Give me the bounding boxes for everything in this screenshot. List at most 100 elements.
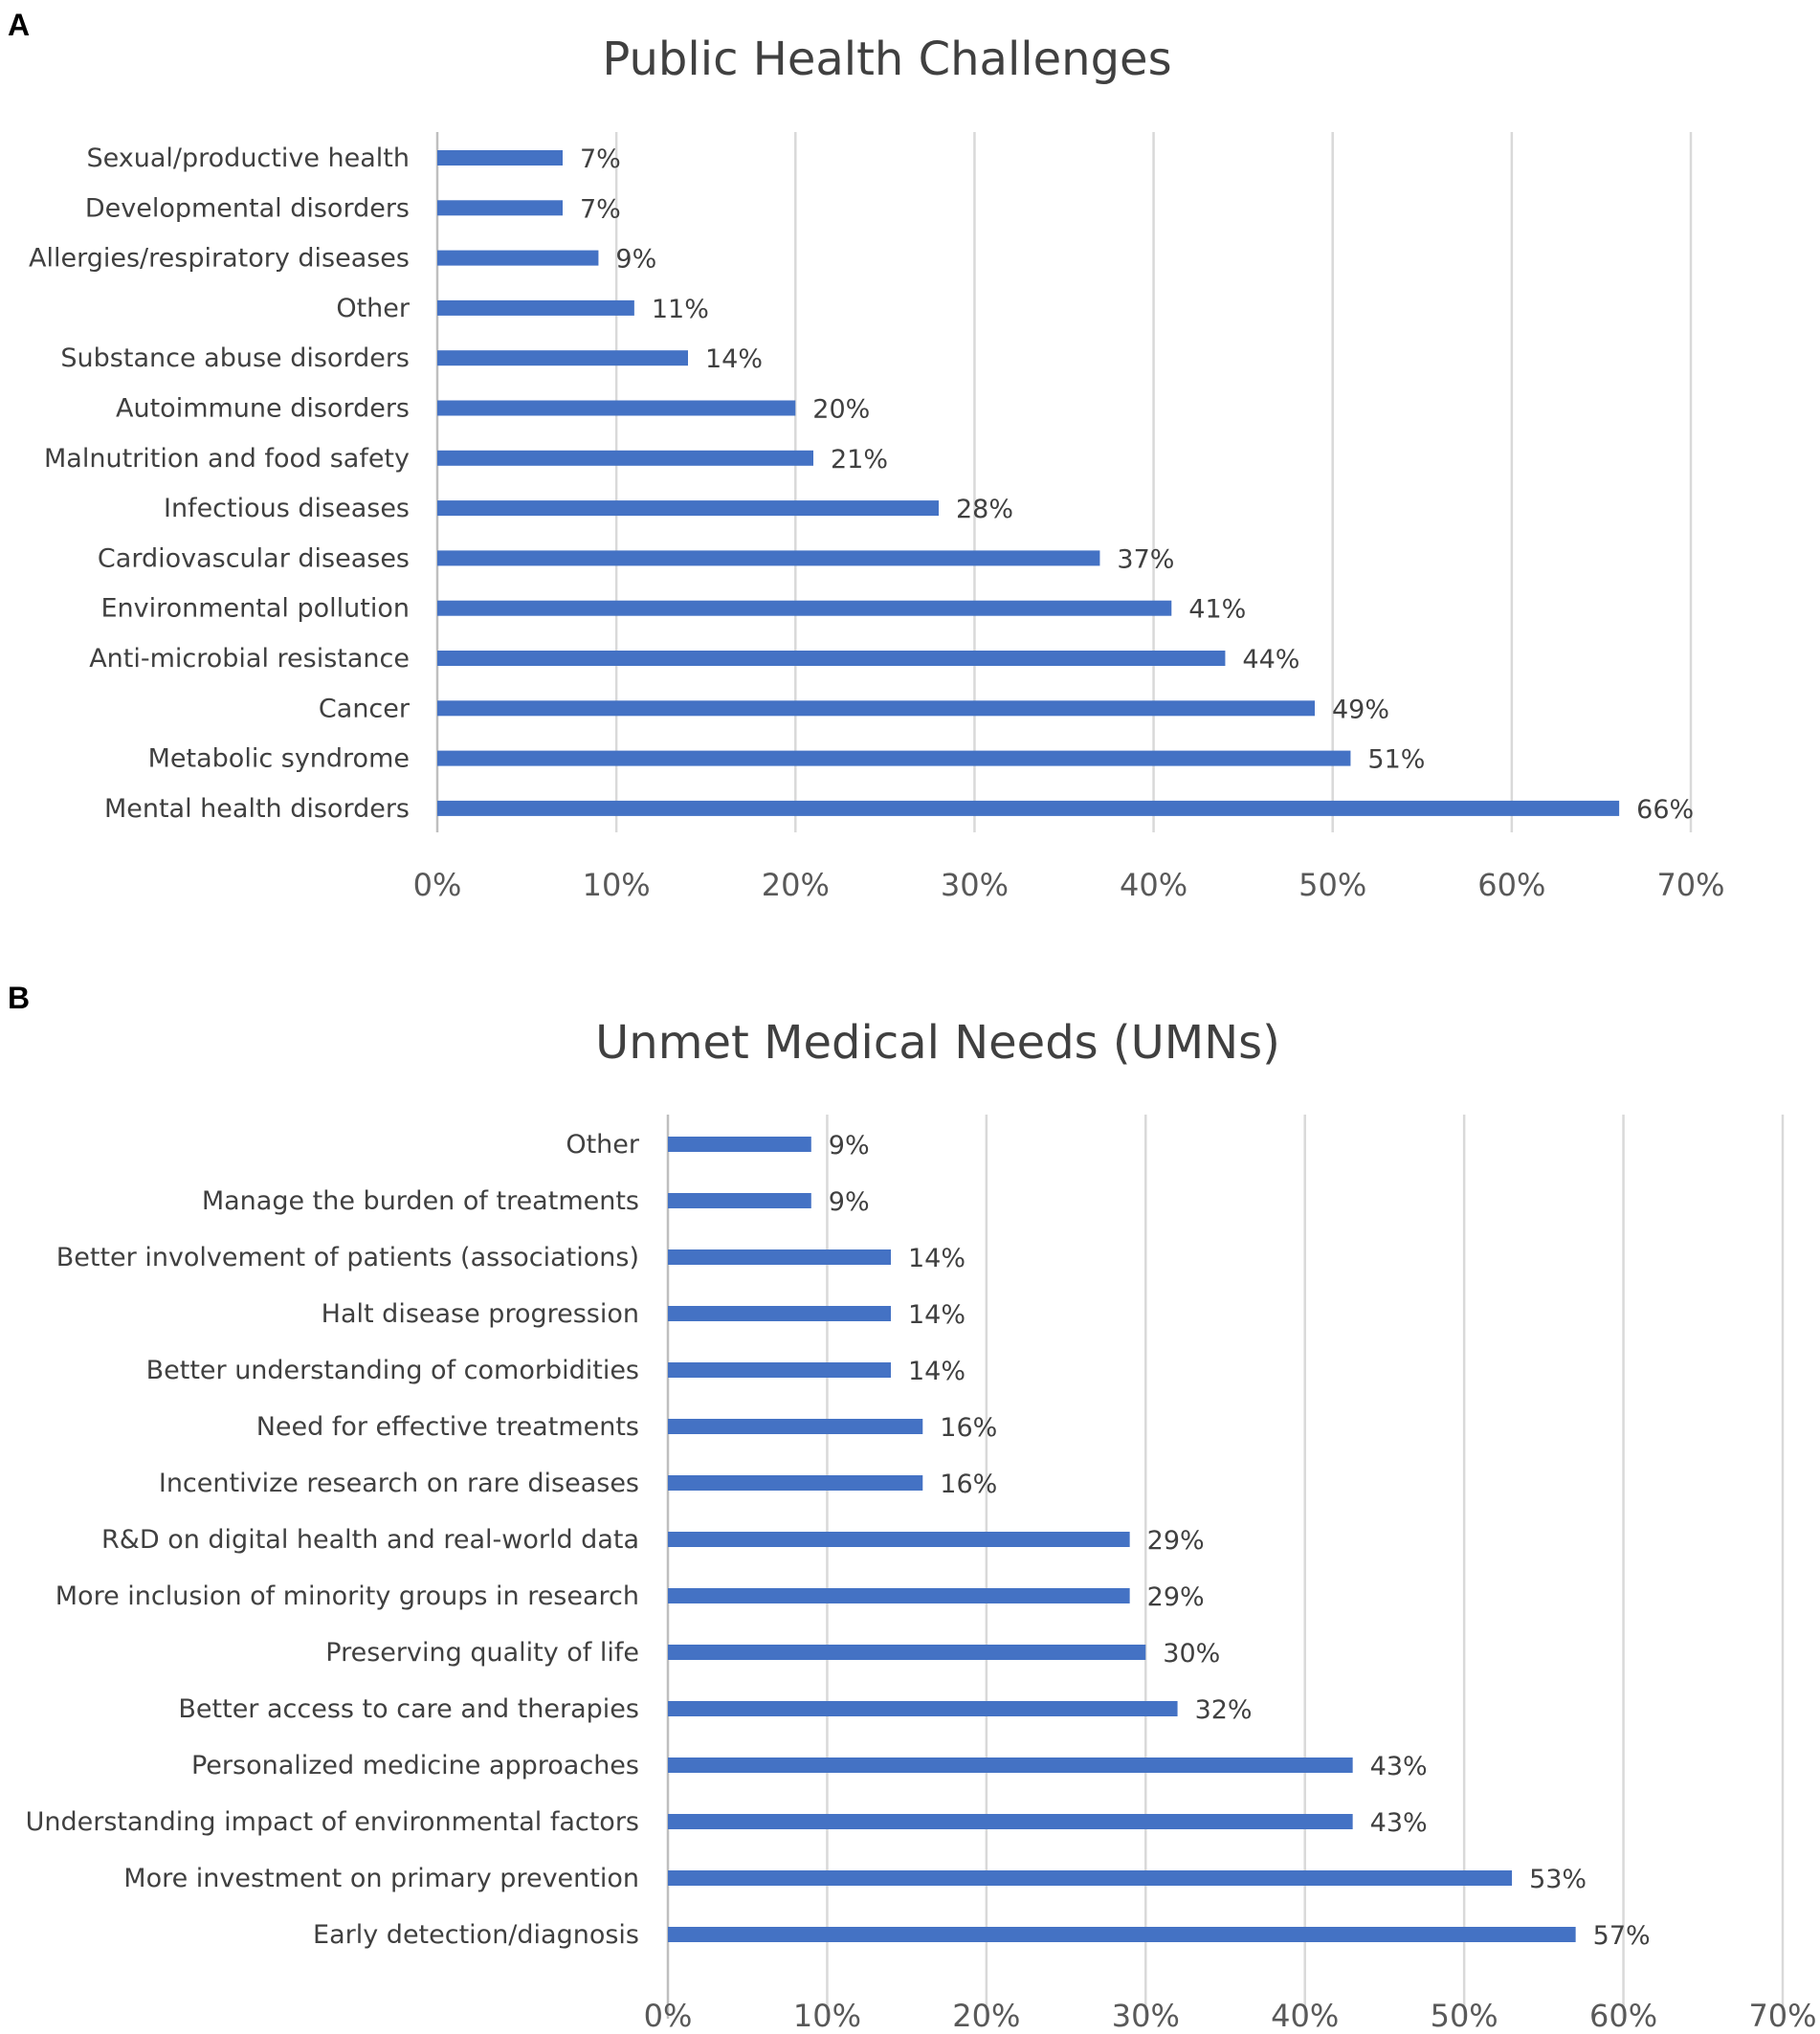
data-label: 9% [829,1131,870,1161]
category-label: Anti-microbial resistance [89,644,410,674]
bar [437,350,688,366]
x-tick-label: 50% [1298,867,1366,903]
category-label: More inclusion of minority groups in res… [55,1581,639,1611]
category-label: Halt disease progression [322,1299,639,1329]
bar [668,1701,1178,1716]
category-label: More investment on primary prevention [123,1864,639,1893]
category-label: Other [336,294,411,323]
bar [437,150,563,166]
x-tick-label: 20% [762,867,830,903]
category-label: Incentivize research on rare diseases [159,1469,639,1498]
category-label: Malnutrition and food safety [44,444,410,474]
bar [437,299,634,316]
bar [668,1532,1130,1547]
data-label: 20% [812,395,870,425]
data-label: 16% [940,1470,997,1499]
x-tick-label: 0% [644,1998,693,2034]
x-tick-label: 20% [952,1998,1020,2034]
category-label: Mental health disorders [104,794,410,824]
x-tick-label: 10% [583,867,651,903]
x-tick-label: 40% [1120,867,1187,903]
data-label: 51% [1367,745,1425,775]
bar [437,700,1315,717]
data-label: 28% [956,495,1013,524]
bar [437,550,1100,566]
category-label: Better understanding of comorbidities [146,1356,639,1385]
x-tick-label: 70% [1748,1998,1816,2034]
bar [437,400,796,416]
data-label: 21% [831,445,888,475]
bar [668,1306,891,1321]
category-label: Better access to care and therapies [178,1694,639,1724]
data-label: 43% [1370,1808,1428,1838]
category-label: Environmental pollution [100,594,410,624]
panel-letter-b: B [8,981,31,1015]
chart-title: Public Health Challenges [602,33,1171,86]
data-label: 11% [652,295,709,324]
bar [437,200,563,216]
category-label: Early detection/diagnosis [313,1920,639,1950]
category-label: R&D on digital health and real-world dat… [101,1525,639,1555]
data-label: 16% [940,1413,997,1443]
bar [437,250,599,266]
x-tick-label: 10% [793,1998,861,2034]
chart-public-health-challenges: Public Health Challenges 0% 10% 20% 30% 40% 50… [29,33,1725,903]
category-label: Substance abuse disorders [60,343,410,373]
category-label: Cancer [319,694,411,723]
category-label: Sexual/productive health [87,144,411,173]
data-label: 30% [1163,1639,1220,1669]
bar [668,1193,811,1208]
data-label: 44% [1242,645,1299,674]
category-label: Metabolic syndrome [148,744,410,774]
category-label: Need for effective treatments [256,1412,639,1442]
data-label: 66% [1636,795,1694,825]
data-label: 14% [908,1300,965,1330]
category-label: Preserving quality of life [325,1638,639,1668]
bar [668,1362,891,1378]
chart-title: Unmet Medical Needs (UMNs) [595,1016,1280,1070]
data-label: 43% [1370,1752,1428,1781]
bar [668,1419,923,1434]
category-label: Personalized medicine approaches [191,1751,639,1780]
bar [668,1588,1130,1603]
panel-letter-a: A [8,8,31,42]
x-tick-label: 60% [1477,867,1545,903]
bar [437,651,1226,666]
bar [437,600,1172,616]
bar [437,500,939,517]
data-label: 14% [705,344,763,374]
x-tick-label: 60% [1589,1998,1657,2034]
category-label: Understanding impact of environmental fa… [26,1807,639,1837]
data-label: 14% [908,1357,965,1386]
bar [668,1137,811,1152]
data-label: 14% [908,1244,965,1273]
x-tick-label: 30% [1112,1998,1180,2034]
bar [437,750,1351,766]
bar [668,1814,1353,1829]
data-label: 9% [829,1187,870,1217]
bar [437,450,813,466]
bar [668,1249,891,1265]
x-tick-label: 30% [941,867,1009,903]
x-tick-label: 50% [1431,1998,1498,2034]
x-tick-label: 0% [413,867,462,903]
data-label: 53% [1529,1865,1587,1894]
category-label: Other [566,1130,640,1160]
data-label: 41% [1188,595,1246,625]
bar [668,1927,1576,1942]
category-label: Autoimmune disorders [116,394,410,424]
bar [668,1758,1353,1773]
data-label: 9% [615,245,656,275]
data-label: 7% [580,144,621,174]
data-label: 32% [1195,1695,1253,1725]
x-tick-label: 40% [1271,1998,1339,2034]
data-label: 29% [1147,1582,1205,1612]
data-label: 29% [1147,1526,1205,1556]
category-label: Infectious diseases [164,494,410,523]
x-tick-label: 70% [1656,867,1724,903]
data-label: 7% [580,194,621,224]
bar [668,1870,1513,1886]
bar [437,800,1620,816]
bar [668,1475,923,1491]
category-label: Better involvement of patients (associat… [56,1243,639,1272]
